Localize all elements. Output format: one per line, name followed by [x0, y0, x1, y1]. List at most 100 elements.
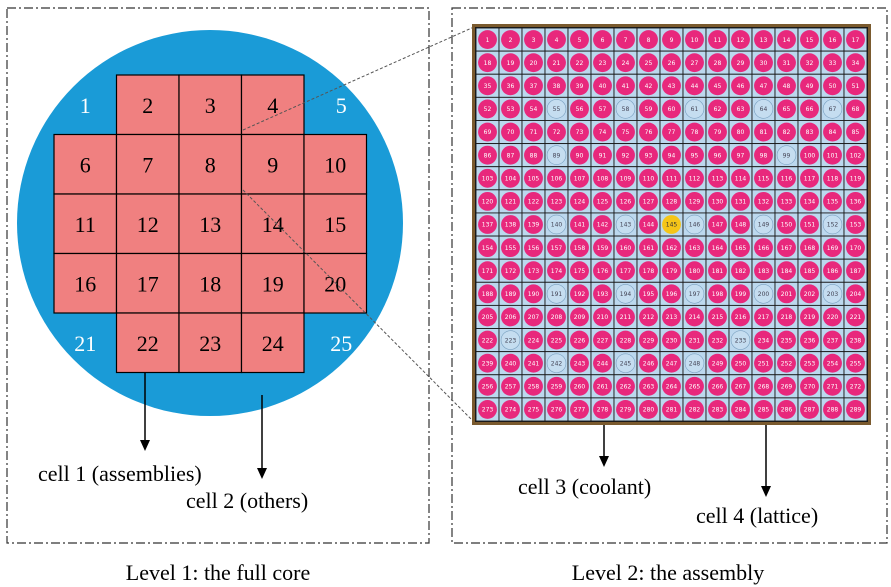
pin-number: 189 — [505, 291, 517, 298]
pin-number: 72 — [553, 129, 561, 136]
fuel-pin — [708, 168, 727, 188]
fuel-pin — [593, 30, 612, 49]
fuel-pin — [708, 238, 727, 258]
fuel-pin — [593, 376, 612, 396]
guide-tube — [546, 145, 567, 165]
fuel-pin — [478, 215, 497, 234]
fuel-pin — [593, 53, 612, 73]
fuel-pin — [547, 400, 566, 419]
fuel-pin — [570, 376, 589, 396]
fuel-pin — [731, 145, 750, 165]
fuel-pin — [547, 307, 566, 327]
fuel-pin — [708, 76, 727, 96]
fuel-pin — [708, 376, 727, 396]
pin-number: 282 — [689, 407, 701, 414]
pin-number: 82 — [783, 129, 791, 136]
pin-number: 43 — [668, 83, 676, 90]
pin-number: 250 — [735, 360, 747, 367]
pin-number: 10 — [691, 37, 699, 44]
fuel-pin — [731, 353, 750, 373]
pin-number: 144 — [643, 222, 655, 229]
fuel-pin — [846, 330, 865, 350]
pin-number: 194 — [620, 291, 632, 298]
fuel-pin — [616, 122, 635, 142]
fuel-pin — [846, 191, 865, 211]
fuel-pin — [501, 76, 520, 96]
fuel-pin — [754, 53, 773, 73]
fuel-pin — [800, 168, 819, 188]
assembly-cell — [240, 312, 305, 374]
guide-tube — [546, 214, 567, 235]
pin-number: 41 — [622, 83, 630, 90]
fuel-pin — [616, 145, 635, 165]
fuel-pin — [593, 215, 612, 234]
fuel-pin — [823, 30, 842, 49]
pin-number: 115 — [758, 175, 770, 182]
pin-number: 12 — [737, 37, 745, 44]
pin-number: 35 — [484, 83, 492, 90]
fuel-pin — [685, 307, 704, 327]
fuel-pin — [616, 330, 635, 350]
pin-number: 36 — [507, 83, 515, 90]
fuel-pin — [754, 376, 773, 396]
fuel-pin — [547, 376, 566, 396]
pin-number: 60 — [668, 106, 676, 113]
corner-label: 21 — [74, 331, 96, 356]
fuel-pin — [731, 53, 750, 73]
pin-number: 278 — [597, 407, 609, 414]
pin-number: 110 — [643, 175, 655, 182]
pin-number: 195 — [643, 291, 655, 298]
pin-number: 213 — [666, 314, 678, 321]
fuel-pin — [708, 330, 727, 350]
fuel-pin — [800, 284, 819, 304]
pin-number: 172 — [505, 268, 517, 275]
assembly-number: 6 — [80, 152, 91, 177]
fuel-pin — [846, 30, 865, 49]
pin-number: 119 — [850, 175, 862, 182]
pin-number: 226 — [574, 337, 586, 344]
pin-number: 239 — [482, 360, 494, 367]
pin-number: 243 — [574, 360, 586, 367]
pin-number: 232 — [712, 337, 724, 344]
pin-number: 146 — [689, 222, 701, 229]
fuel-pin — [777, 400, 796, 419]
pin-number: 116 — [781, 175, 793, 182]
fuel-pin — [662, 307, 681, 327]
fuel-pin — [524, 215, 543, 234]
pin-number: 229 — [643, 337, 655, 344]
fuel-pin — [823, 168, 842, 188]
fuel-pin — [524, 122, 543, 142]
fuel-pin — [685, 30, 704, 49]
fuel-pin — [754, 76, 773, 96]
pin-number: 96 — [714, 152, 722, 159]
fuel-pin — [731, 238, 750, 258]
fuel-pin — [501, 191, 520, 211]
guide-tube — [615, 284, 636, 304]
fuel-pin — [570, 238, 589, 258]
fuel-pin — [731, 76, 750, 96]
pin-number: 62 — [714, 106, 722, 113]
fuel-pin — [639, 168, 658, 188]
fuel-pin — [777, 376, 796, 396]
pin-number: 47 — [760, 83, 768, 90]
fuel-pin — [501, 353, 520, 373]
pin-number: 6 — [601, 37, 605, 44]
fuel-pin — [823, 376, 842, 396]
fuel-pin — [501, 307, 520, 327]
fuel-pin — [846, 307, 865, 327]
assembly-number: 12 — [137, 212, 159, 237]
pin-number: 77 — [668, 129, 676, 136]
pin-number: 279 — [620, 407, 632, 414]
fuel-pin — [823, 53, 842, 73]
pin-number: 168 — [804, 245, 816, 252]
fuel-pin — [524, 76, 543, 96]
pin-number: 160 — [620, 245, 632, 252]
pin-number: 1 — [486, 37, 490, 44]
fuel-pin — [731, 168, 750, 188]
pin-number: 230 — [666, 337, 678, 344]
assembly-number: 16 — [74, 271, 96, 296]
pin-number: 244 — [597, 360, 609, 367]
fuel-pin — [823, 191, 842, 211]
fuel-pin — [823, 330, 842, 350]
fuel-pin — [501, 145, 520, 165]
